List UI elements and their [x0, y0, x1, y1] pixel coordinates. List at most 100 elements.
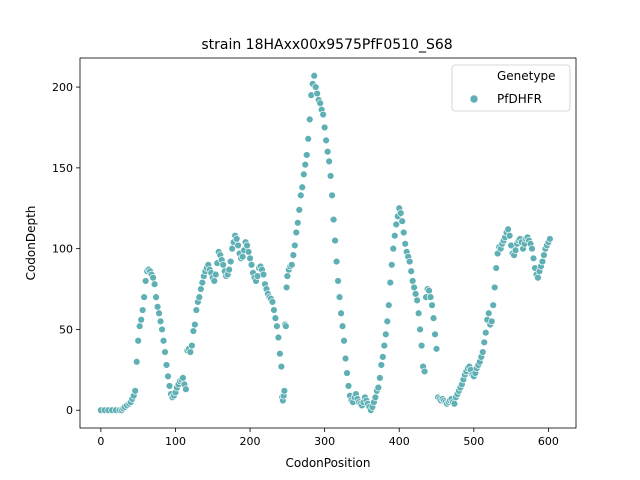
- data-point: [210, 277, 218, 285]
- chart-title: strain 18HAxx00x9575PfF0510_S68: [201, 37, 452, 53]
- data-point: [414, 309, 423, 317]
- data-point: [149, 274, 157, 282]
- data-point: [140, 293, 148, 301]
- data-point: [238, 253, 247, 261]
- legend: Genetype PfDHFR: [451, 64, 571, 112]
- x-tick-label: 300: [314, 435, 335, 448]
- data-point: [489, 301, 497, 309]
- data-point: [534, 274, 542, 282]
- data-point: [322, 136, 330, 145]
- y-tick-label: 200: [52, 81, 73, 94]
- data-point: [488, 317, 496, 326]
- data-point: [328, 191, 336, 200]
- data-point: [135, 322, 144, 330]
- data-point: [186, 348, 195, 356]
- data-point: [212, 270, 220, 279]
- data-point: [325, 157, 333, 166]
- data-point: [244, 248, 253, 256]
- data-point: [504, 225, 512, 233]
- data-point: [316, 99, 324, 107]
- legend-box: [451, 64, 571, 112]
- data-point: [298, 183, 306, 191]
- data-point: [152, 293, 160, 301]
- data-point: [479, 348, 487, 356]
- data-point: [329, 215, 338, 224]
- data-point: [304, 135, 312, 143]
- data-point: [246, 254, 254, 263]
- data-point: [179, 374, 187, 382]
- data-point: [341, 354, 350, 363]
- data-point: [425, 286, 433, 295]
- data-point: [270, 306, 278, 314]
- x-tick-label: 400: [389, 435, 410, 448]
- data-point: [540, 251, 548, 259]
- data-point: [383, 317, 391, 326]
- data-point: [225, 265, 233, 274]
- data-point: [492, 264, 500, 272]
- data-point: [280, 387, 289, 395]
- data-point: [274, 333, 283, 342]
- data-point: [485, 309, 493, 317]
- data-point: [198, 278, 207, 287]
- y-tick-label: 50: [59, 323, 73, 336]
- data-point: [398, 217, 406, 225]
- x-tick-label: 0: [97, 435, 104, 448]
- data-point: [153, 303, 162, 311]
- data-point: [189, 327, 198, 335]
- x-tick-label: 200: [240, 435, 261, 448]
- data-point: [192, 306, 201, 314]
- data-point: [546, 235, 554, 243]
- data-point: [282, 322, 290, 330]
- x-tick-label: 500: [463, 435, 484, 448]
- x-axis-ticks: 0 100 200 300 400 500 600: [97, 428, 559, 448]
- data-point: [482, 328, 490, 337]
- data-point: [271, 314, 280, 322]
- data-point: [323, 148, 332, 156]
- data-point: [420, 367, 429, 376]
- data-point: [259, 270, 268, 279]
- data-point: [141, 277, 150, 285]
- data-point: [276, 349, 284, 358]
- data-point: [332, 257, 341, 266]
- data-point: [165, 382, 174, 390]
- data-point: [319, 110, 327, 119]
- data-point: [344, 382, 353, 390]
- data-point: [294, 219, 302, 227]
- data-point: [410, 283, 418, 292]
- data-point: [288, 261, 296, 269]
- legend-entry-label: PfDHFR: [497, 92, 542, 106]
- data-point: [188, 341, 196, 350]
- data-point: [408, 277, 417, 285]
- data-points: [97, 72, 554, 414]
- data-point: [505, 232, 514, 240]
- data-point: [417, 341, 426, 350]
- data-point: [150, 280, 159, 288]
- data-point: [134, 337, 142, 345]
- data-point: [432, 345, 441, 353]
- data-point: [528, 244, 536, 253]
- data-point: [182, 385, 190, 393]
- data-point: [306, 115, 314, 124]
- y-tick-label: 100: [52, 243, 73, 256]
- data-point: [426, 293, 435, 301]
- legend-title: Genetype: [497, 69, 555, 83]
- data-point: [301, 160, 309, 169]
- data-point: [164, 372, 172, 380]
- x-tick-label: 100: [165, 435, 186, 448]
- data-point: [401, 240, 409, 248]
- data-point: [132, 358, 141, 366]
- data-point: [289, 251, 298, 259]
- data-point: [338, 322, 347, 330]
- data-point: [161, 348, 169, 356]
- data-point: [295, 206, 303, 214]
- data-point: [388, 261, 396, 269]
- data-point: [376, 374, 384, 382]
- data-point: [491, 283, 499, 292]
- x-tick-label: 600: [538, 435, 559, 448]
- data-point: [379, 353, 387, 361]
- axes: [79, 57, 577, 429]
- data-point: [159, 337, 168, 345]
- data-point: [431, 330, 439, 338]
- data-point: [400, 228, 408, 237]
